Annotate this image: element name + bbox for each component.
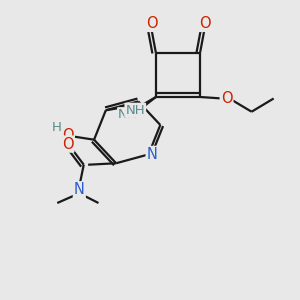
Text: NH: NH xyxy=(125,104,145,117)
Text: O: O xyxy=(62,128,74,143)
Text: H: H xyxy=(52,121,61,134)
Text: O: O xyxy=(199,16,210,31)
Text: O: O xyxy=(146,16,157,31)
Text: O: O xyxy=(221,91,232,106)
Text: NH: NH xyxy=(118,108,138,121)
Text: O: O xyxy=(62,136,74,152)
Text: N: N xyxy=(74,182,85,197)
Text: N: N xyxy=(147,147,158,162)
